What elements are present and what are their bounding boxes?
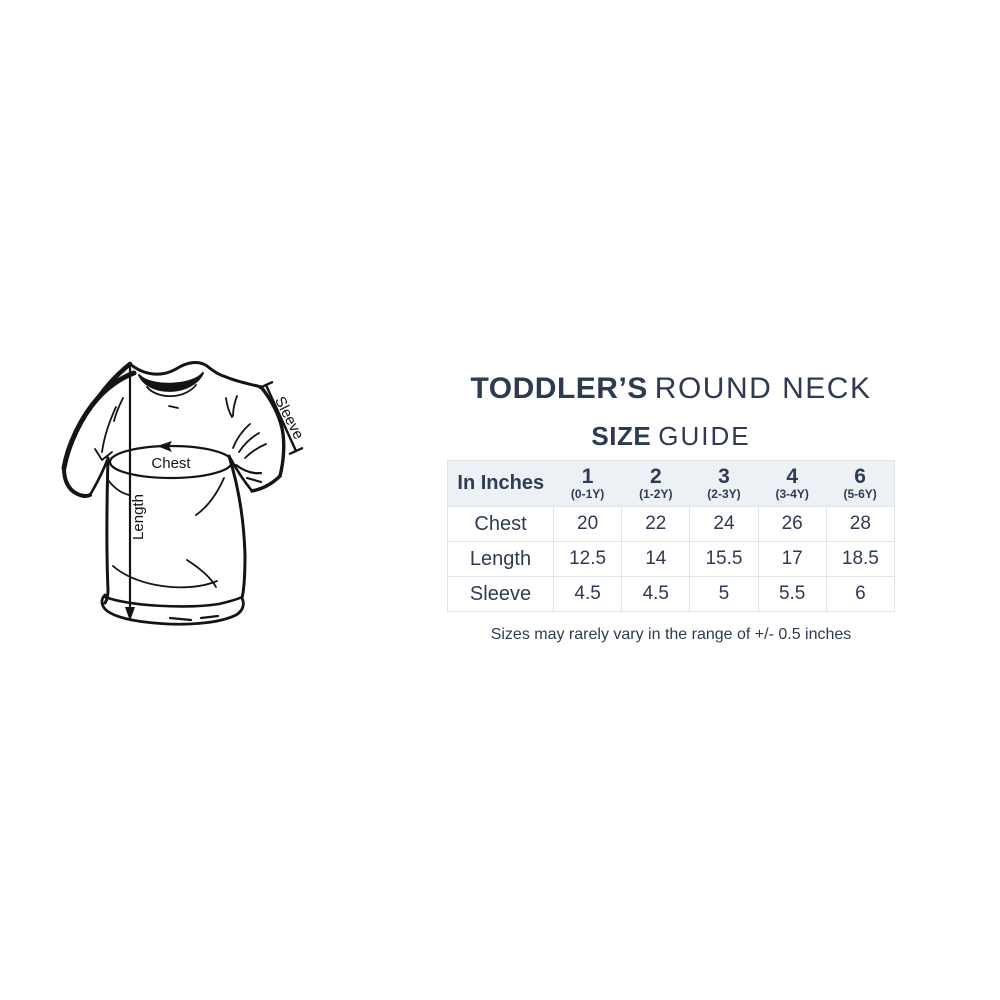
- wrinkle: [186, 559, 217, 588]
- row-label: Sleeve: [447, 576, 554, 612]
- size-column-header: 6 (5-6Y): [826, 460, 896, 507]
- size-table: In Inches 1 (0-1Y) 2 (1-2Y) 3 (2-3Y): [447, 460, 896, 612]
- tshirt-left-sleeve-inner: [88, 456, 110, 497]
- row-label: Chest: [447, 506, 554, 542]
- tshirt-collar-dash: [168, 405, 179, 409]
- size-tolerance-note: Sizes may rarely vary in the range of +/…: [490, 626, 852, 643]
- tshirt-top-edge: [128, 360, 263, 389]
- sleeve-measure-tick: [288, 447, 304, 455]
- age-range: (5-6Y): [843, 486, 877, 501]
- age-range: (0-1Y): [570, 486, 605, 501]
- age-range: (2-3Y): [707, 486, 741, 501]
- tshirt-hem-dash: [168, 616, 193, 622]
- unit-header-cell: In Inches: [447, 460, 554, 507]
- size-column-header: 4 (3-4Y): [758, 460, 827, 507]
- tshirt-hem-outer: [100, 593, 245, 626]
- size-value-cell: 22: [621, 506, 691, 542]
- chest-measure-ellipse: [108, 444, 234, 480]
- size-value-cell: 12.5: [552, 541, 623, 577]
- age-range: (3-4Y): [775, 486, 809, 501]
- size-value-cell: 14: [621, 541, 691, 577]
- size-value-cell: 26: [757, 506, 827, 542]
- chest-arrowhead: [157, 441, 172, 452]
- size-number: 1: [581, 464, 594, 488]
- tshirt-right-side: [227, 454, 247, 600]
- size-number: 4: [786, 464, 798, 488]
- wrinkle: [245, 476, 263, 484]
- wrinkle: [112, 565, 218, 589]
- unit-label: In Inches: [457, 472, 545, 494]
- row-label: Length: [447, 541, 554, 577]
- size-value-cell: 5.5: [757, 576, 827, 612]
- table-row-chest: Chest 20 22 24 26 28: [447, 506, 896, 542]
- title-product: TODDLER’S: [470, 372, 648, 405]
- size-number: 6: [854, 464, 866, 488]
- size-value-cell: 20: [552, 506, 623, 542]
- size-value-cell: 6: [825, 576, 896, 612]
- tshirt-left-side: [103, 456, 110, 605]
- tshirt-hem-top: [103, 595, 244, 608]
- wrinkle: [107, 479, 130, 496]
- size-value-cell: 24: [689, 506, 759, 542]
- tshirt-hem-dash: [199, 614, 220, 620]
- subtitle-size: SIZE: [591, 421, 652, 451]
- size-column-header: 2 (1-2Y): [621, 460, 690, 507]
- size-value-cell: 4.5: [552, 576, 623, 612]
- sleeve-measure-tick: [258, 381, 274, 389]
- sleeve-measure-line: [264, 383, 298, 453]
- size-value-cell: 5: [689, 576, 759, 612]
- tshirt-right-sleeve-outer: [259, 385, 286, 478]
- tshirt-collar: [138, 372, 204, 392]
- sleeve-label: Sleeve: [271, 394, 307, 443]
- wrinkle: [113, 397, 124, 422]
- table-row-sleeve: Sleeve 4.5 4.5 5 5.5 6: [447, 576, 896, 612]
- size-table-header-row: In Inches 1 (0-1Y) 2 (1-2Y) 3 (2-3Y): [447, 460, 896, 507]
- wrinkle: [94, 448, 113, 461]
- wrinkle: [195, 477, 225, 516]
- page-title: TODDLER’S ROUND NECK: [447, 372, 895, 405]
- size-value-cell: 28: [825, 506, 896, 542]
- table-row-length: Length 12.5 14 15.5 17 18.5: [447, 541, 896, 577]
- tshirt-right-sleeve-opening: [250, 474, 282, 493]
- wrinkle: [225, 397, 233, 418]
- size-column-header: 1 (0-1Y): [553, 460, 622, 507]
- chest-label: Chest: [151, 455, 191, 472]
- size-value-cell: 15.5: [689, 541, 759, 577]
- tshirt-collar-inner-arc: [146, 384, 197, 398]
- tshirt-left-sleeve-opening: [62, 466, 92, 498]
- size-value-cell: 17: [757, 541, 827, 577]
- wrinkle: [232, 423, 251, 449]
- age-range: (1-2Y): [639, 486, 673, 501]
- size-column-header: 3 (2-3Y): [689, 460, 759, 507]
- size-value-cell: 4.5: [621, 576, 691, 612]
- wrinkle: [234, 463, 263, 475]
- length-label: Length: [130, 494, 147, 540]
- subtitle-guide: GUIDE: [658, 421, 751, 451]
- tshirt-sketch: Chest Length Sleeve: [61, 360, 307, 626]
- wrinkle: [244, 443, 267, 459]
- wrinkle: [238, 432, 260, 453]
- size-guide-panel: TODDLER’S ROUND NECK SIZE GUIDE In Inches …: [447, 372, 896, 644]
- tshirt-left-sleeve-outer: [61, 370, 137, 471]
- title-neck-type: ROUND NECK: [654, 372, 872, 405]
- wrinkle: [101, 406, 117, 453]
- size-number: 3: [718, 464, 730, 488]
- wrinkle: [232, 395, 238, 417]
- page-subtitle: SIZE GUIDE: [447, 422, 895, 450]
- size-value-cell: 18.5: [825, 541, 896, 577]
- length-arrowhead: [125, 607, 135, 621]
- size-number: 2: [649, 464, 662, 488]
- tshirt-diagram: Chest Length Sleeve: [50, 350, 340, 650]
